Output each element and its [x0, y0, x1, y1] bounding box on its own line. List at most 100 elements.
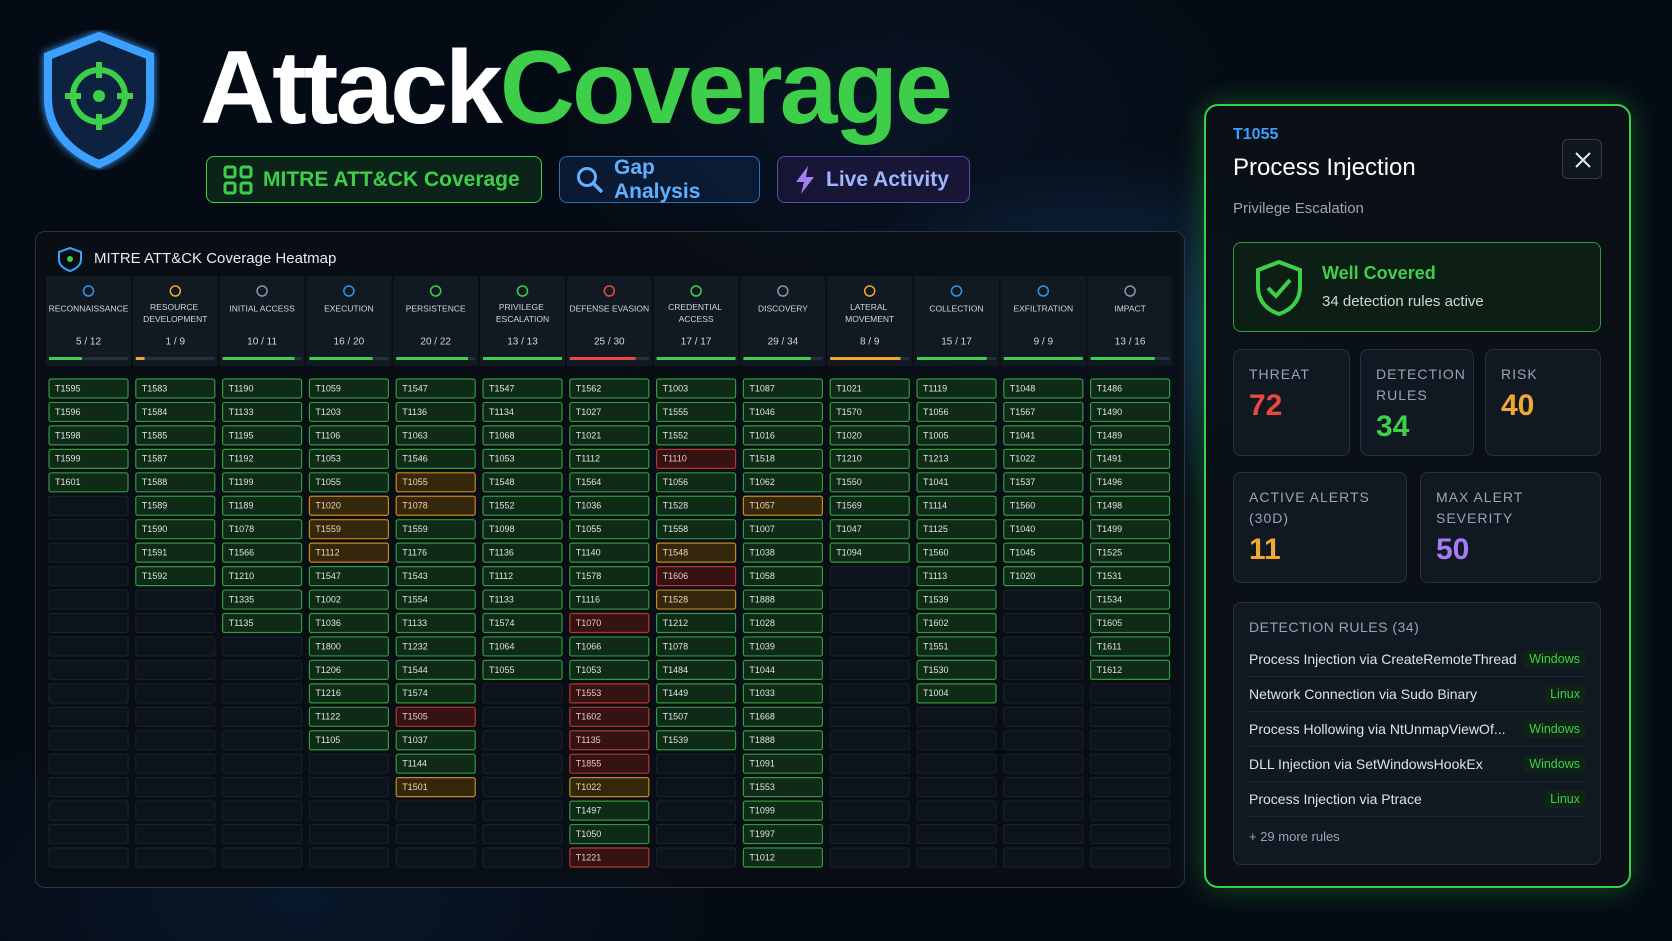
technique-cell[interactable] [916, 401, 997, 423]
technique-cell[interactable] [1003, 401, 1084, 423]
technique-cell[interactable] [308, 566, 389, 587]
technique-cell[interactable] [569, 542, 650, 563]
technique-cell[interactable] [482, 566, 563, 587]
technique-cell[interactable] [1003, 472, 1084, 493]
technique-cell[interactable] [1003, 425, 1084, 446]
technique-cell[interactable] [569, 472, 650, 493]
technique-cell[interactable] [569, 777, 650, 798]
technique-cell[interactable] [742, 823, 824, 845]
technique-cell[interactable] [742, 495, 824, 516]
rule-row[interactable]: DLL Injection via SetWindowsHookEx Window… [1249, 747, 1585, 782]
technique-cell[interactable] [829, 542, 910, 563]
technique-cell[interactable] [655, 495, 737, 516]
technique-cell[interactable] [308, 401, 389, 423]
technique-cell[interactable] [569, 659, 650, 680]
technique-cell[interactable] [742, 472, 824, 493]
technique-cell[interactable] [395, 612, 476, 634]
technique-cell[interactable] [482, 401, 563, 423]
technique-cell[interactable] [742, 683, 824, 704]
technique-cell[interactable] [1003, 495, 1084, 516]
technique-cell[interactable] [742, 800, 824, 821]
technique-cell[interactable] [395, 495, 476, 516]
technique-cell[interactable] [395, 730, 476, 751]
technique-cell[interactable] [569, 378, 650, 399]
technique-cell[interactable] [742, 519, 824, 540]
technique-cell[interactable] [569, 495, 650, 516]
technique-cell[interactable] [829, 519, 910, 540]
technique-cell[interactable] [829, 495, 910, 516]
technique-cell[interactable] [655, 636, 737, 657]
rule-row[interactable]: Process Injection via Ptrace Linux [1249, 782, 1585, 817]
technique-cell[interactable] [655, 659, 737, 680]
technique-cell[interactable] [742, 847, 824, 868]
technique-cell[interactable] [395, 448, 476, 469]
technique-cell[interactable] [655, 401, 737, 423]
technique-cell[interactable] [48, 378, 129, 399]
technique-cell[interactable] [135, 542, 216, 563]
technique-cell[interactable] [222, 566, 303, 587]
technique-cell[interactable] [742, 730, 824, 751]
technique-cell[interactable] [48, 448, 129, 469]
technique-cell[interactable] [655, 683, 737, 704]
technique-cell[interactable] [48, 472, 129, 493]
technique-cell[interactable] [1089, 495, 1171, 516]
technique-cell[interactable] [742, 777, 824, 798]
technique-cell[interactable] [916, 472, 997, 493]
technique-cell[interactable] [916, 659, 997, 680]
rule-row[interactable]: Process Hollowing via NtUnmapViewOf... Wi… [1249, 712, 1585, 747]
technique-cell[interactable] [742, 566, 824, 587]
technique-cell[interactable] [395, 401, 476, 423]
technique-cell[interactable] [916, 612, 997, 634]
technique-cell[interactable] [916, 378, 997, 399]
technique-cell[interactable] [742, 706, 824, 727]
technique-cell[interactable] [1003, 378, 1084, 399]
technique-cell[interactable] [742, 378, 824, 399]
technique-cell[interactable] [569, 753, 650, 774]
technique-cell[interactable] [569, 589, 650, 610]
technique-cell[interactable] [308, 472, 389, 493]
tab[interactable]: Live Activity [777, 156, 970, 203]
technique-cell[interactable] [916, 636, 997, 657]
technique-cell[interactable] [135, 401, 216, 423]
technique-cell[interactable] [569, 847, 650, 868]
technique-cell[interactable] [308, 730, 389, 751]
technique-cell[interactable] [222, 378, 303, 399]
technique-cell[interactable] [135, 472, 216, 493]
rule-row[interactable]: Process Injection via CreateRemoteThread… [1249, 642, 1585, 677]
technique-cell[interactable] [655, 519, 737, 540]
technique-cell[interactable] [482, 425, 563, 446]
technique-cell[interactable] [135, 566, 216, 587]
technique-cell[interactable] [308, 542, 389, 563]
technique-cell[interactable] [1003, 519, 1084, 540]
technique-cell[interactable] [135, 448, 216, 469]
technique-cell[interactable] [222, 612, 303, 634]
technique-cell[interactable] [222, 519, 303, 540]
technique-cell[interactable] [829, 425, 910, 446]
technique-cell[interactable] [395, 706, 476, 727]
technique-cell[interactable] [308, 495, 389, 516]
technique-cell[interactable] [395, 472, 476, 493]
technique-cell[interactable] [916, 683, 997, 704]
technique-cell[interactable] [395, 589, 476, 610]
technique-cell[interactable] [482, 472, 563, 493]
technique-cell[interactable] [482, 589, 563, 610]
technique-cell[interactable] [655, 730, 737, 751]
technique-cell[interactable] [222, 401, 303, 423]
technique-cell[interactable] [222, 495, 303, 516]
technique-cell[interactable] [655, 589, 737, 610]
technique-cell[interactable] [742, 401, 824, 423]
technique-cell[interactable] [395, 519, 476, 540]
technique-cell[interactable] [829, 378, 910, 399]
technique-cell[interactable] [916, 519, 997, 540]
close-button[interactable] [1562, 139, 1602, 179]
technique-cell[interactable] [395, 777, 476, 798]
technique-cell[interactable] [1089, 519, 1171, 540]
technique-cell[interactable] [482, 519, 563, 540]
technique-cell[interactable] [916, 566, 997, 587]
technique-cell[interactable] [655, 612, 737, 634]
technique-cell[interactable] [916, 495, 997, 516]
technique-cell[interactable] [222, 425, 303, 446]
technique-cell[interactable] [1089, 589, 1171, 610]
tab[interactable]: Gap Analysis [559, 156, 760, 203]
technique-cell[interactable] [569, 730, 650, 751]
